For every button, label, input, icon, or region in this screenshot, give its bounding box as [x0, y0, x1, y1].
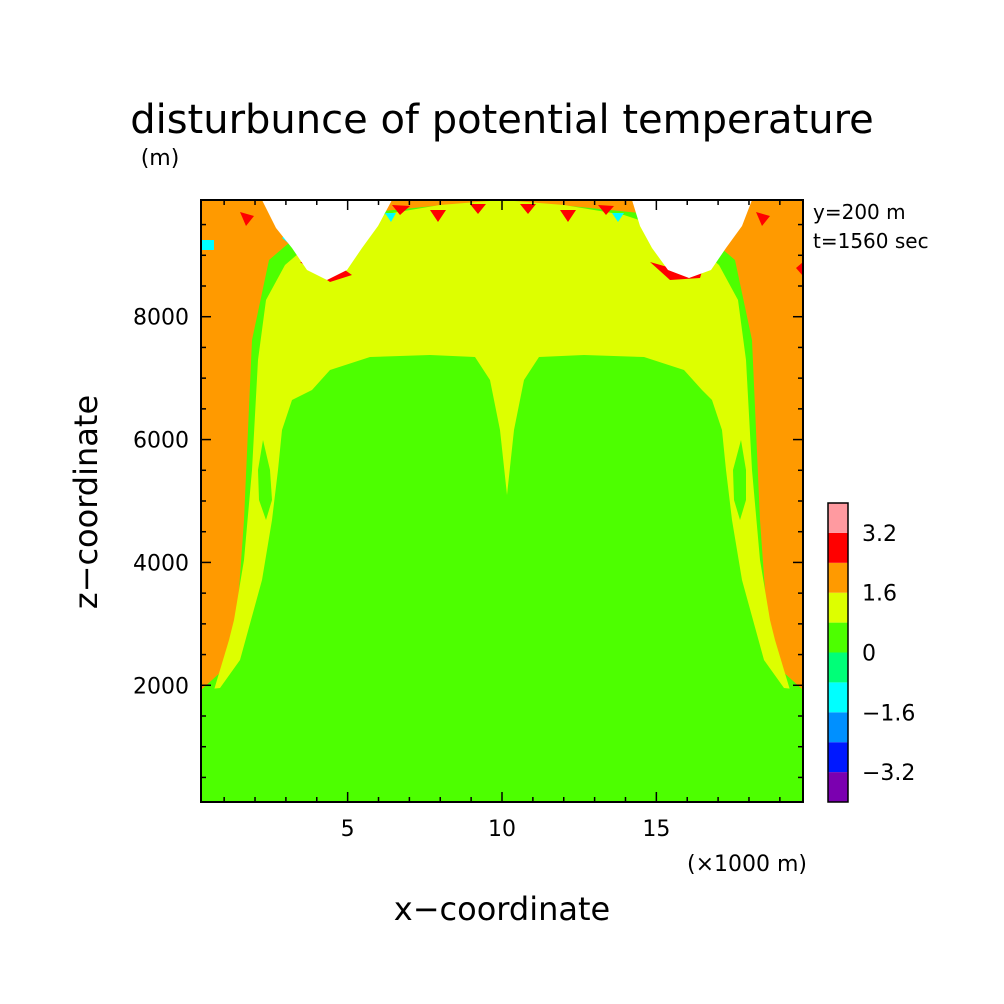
x-tick-label: 10 [488, 817, 516, 842]
colorbar-swatch [828, 503, 848, 533]
colorbar-frame [827, 502, 849, 803]
x-tick-label: 5 [341, 817, 355, 842]
x-axis: 5 10 15 [223, 200, 781, 842]
contour-green-region [201, 355, 803, 802]
x-axis-label: x−coordinate [394, 890, 610, 928]
colorbar-swatch [828, 772, 848, 802]
y-axis-label: z−coordinate [67, 395, 105, 609]
contour-yellow-lobe-right [733, 440, 746, 520]
contour-white-left [262, 200, 392, 280]
colorbar-label: 3.2 [862, 522, 897, 547]
y-tick-label: 4000 [133, 551, 189, 576]
colorbar-label: −3.2 [862, 761, 915, 786]
colorbar-swatch [828, 712, 848, 743]
colorbar: 3.2 1.6 0 −1.6 −3.2 [827, 502, 915, 803]
y-tick-label: 2000 [133, 674, 189, 699]
colorbar-swatch [828, 622, 848, 653]
x-unit-label: (×1000 m) [687, 852, 807, 877]
contour-orange-region [201, 200, 803, 690]
colorbar-swatch [828, 532, 848, 563]
y-tick-label: 6000 [133, 429, 189, 454]
contour-white-right [632, 200, 752, 278]
colorbar-label: −1.6 [862, 701, 915, 726]
colorbar-swatch [828, 742, 848, 773]
chart-title: disturbunce of potential temperature [130, 97, 874, 143]
y-axis: 2000 4000 6000 8000 [133, 223, 803, 779]
colorbar-label: 0 [862, 642, 876, 667]
contour-field [201, 200, 803, 802]
annotation-t: t=1560 sec [813, 229, 929, 253]
colorbar-swatch [828, 562, 848, 593]
colorbar-label: 1.6 [862, 582, 897, 607]
colorbar-swatch [828, 652, 848, 683]
x-tick-label: 15 [642, 817, 670, 842]
colorbar-swatch [828, 592, 848, 623]
colorbar-swatch [828, 682, 848, 713]
contour-yellow-lobe-left [258, 440, 272, 520]
y-unit-label: (m) [141, 146, 180, 171]
y-tick-label: 8000 [133, 306, 189, 331]
annotation-y: y=200 m [813, 200, 906, 224]
